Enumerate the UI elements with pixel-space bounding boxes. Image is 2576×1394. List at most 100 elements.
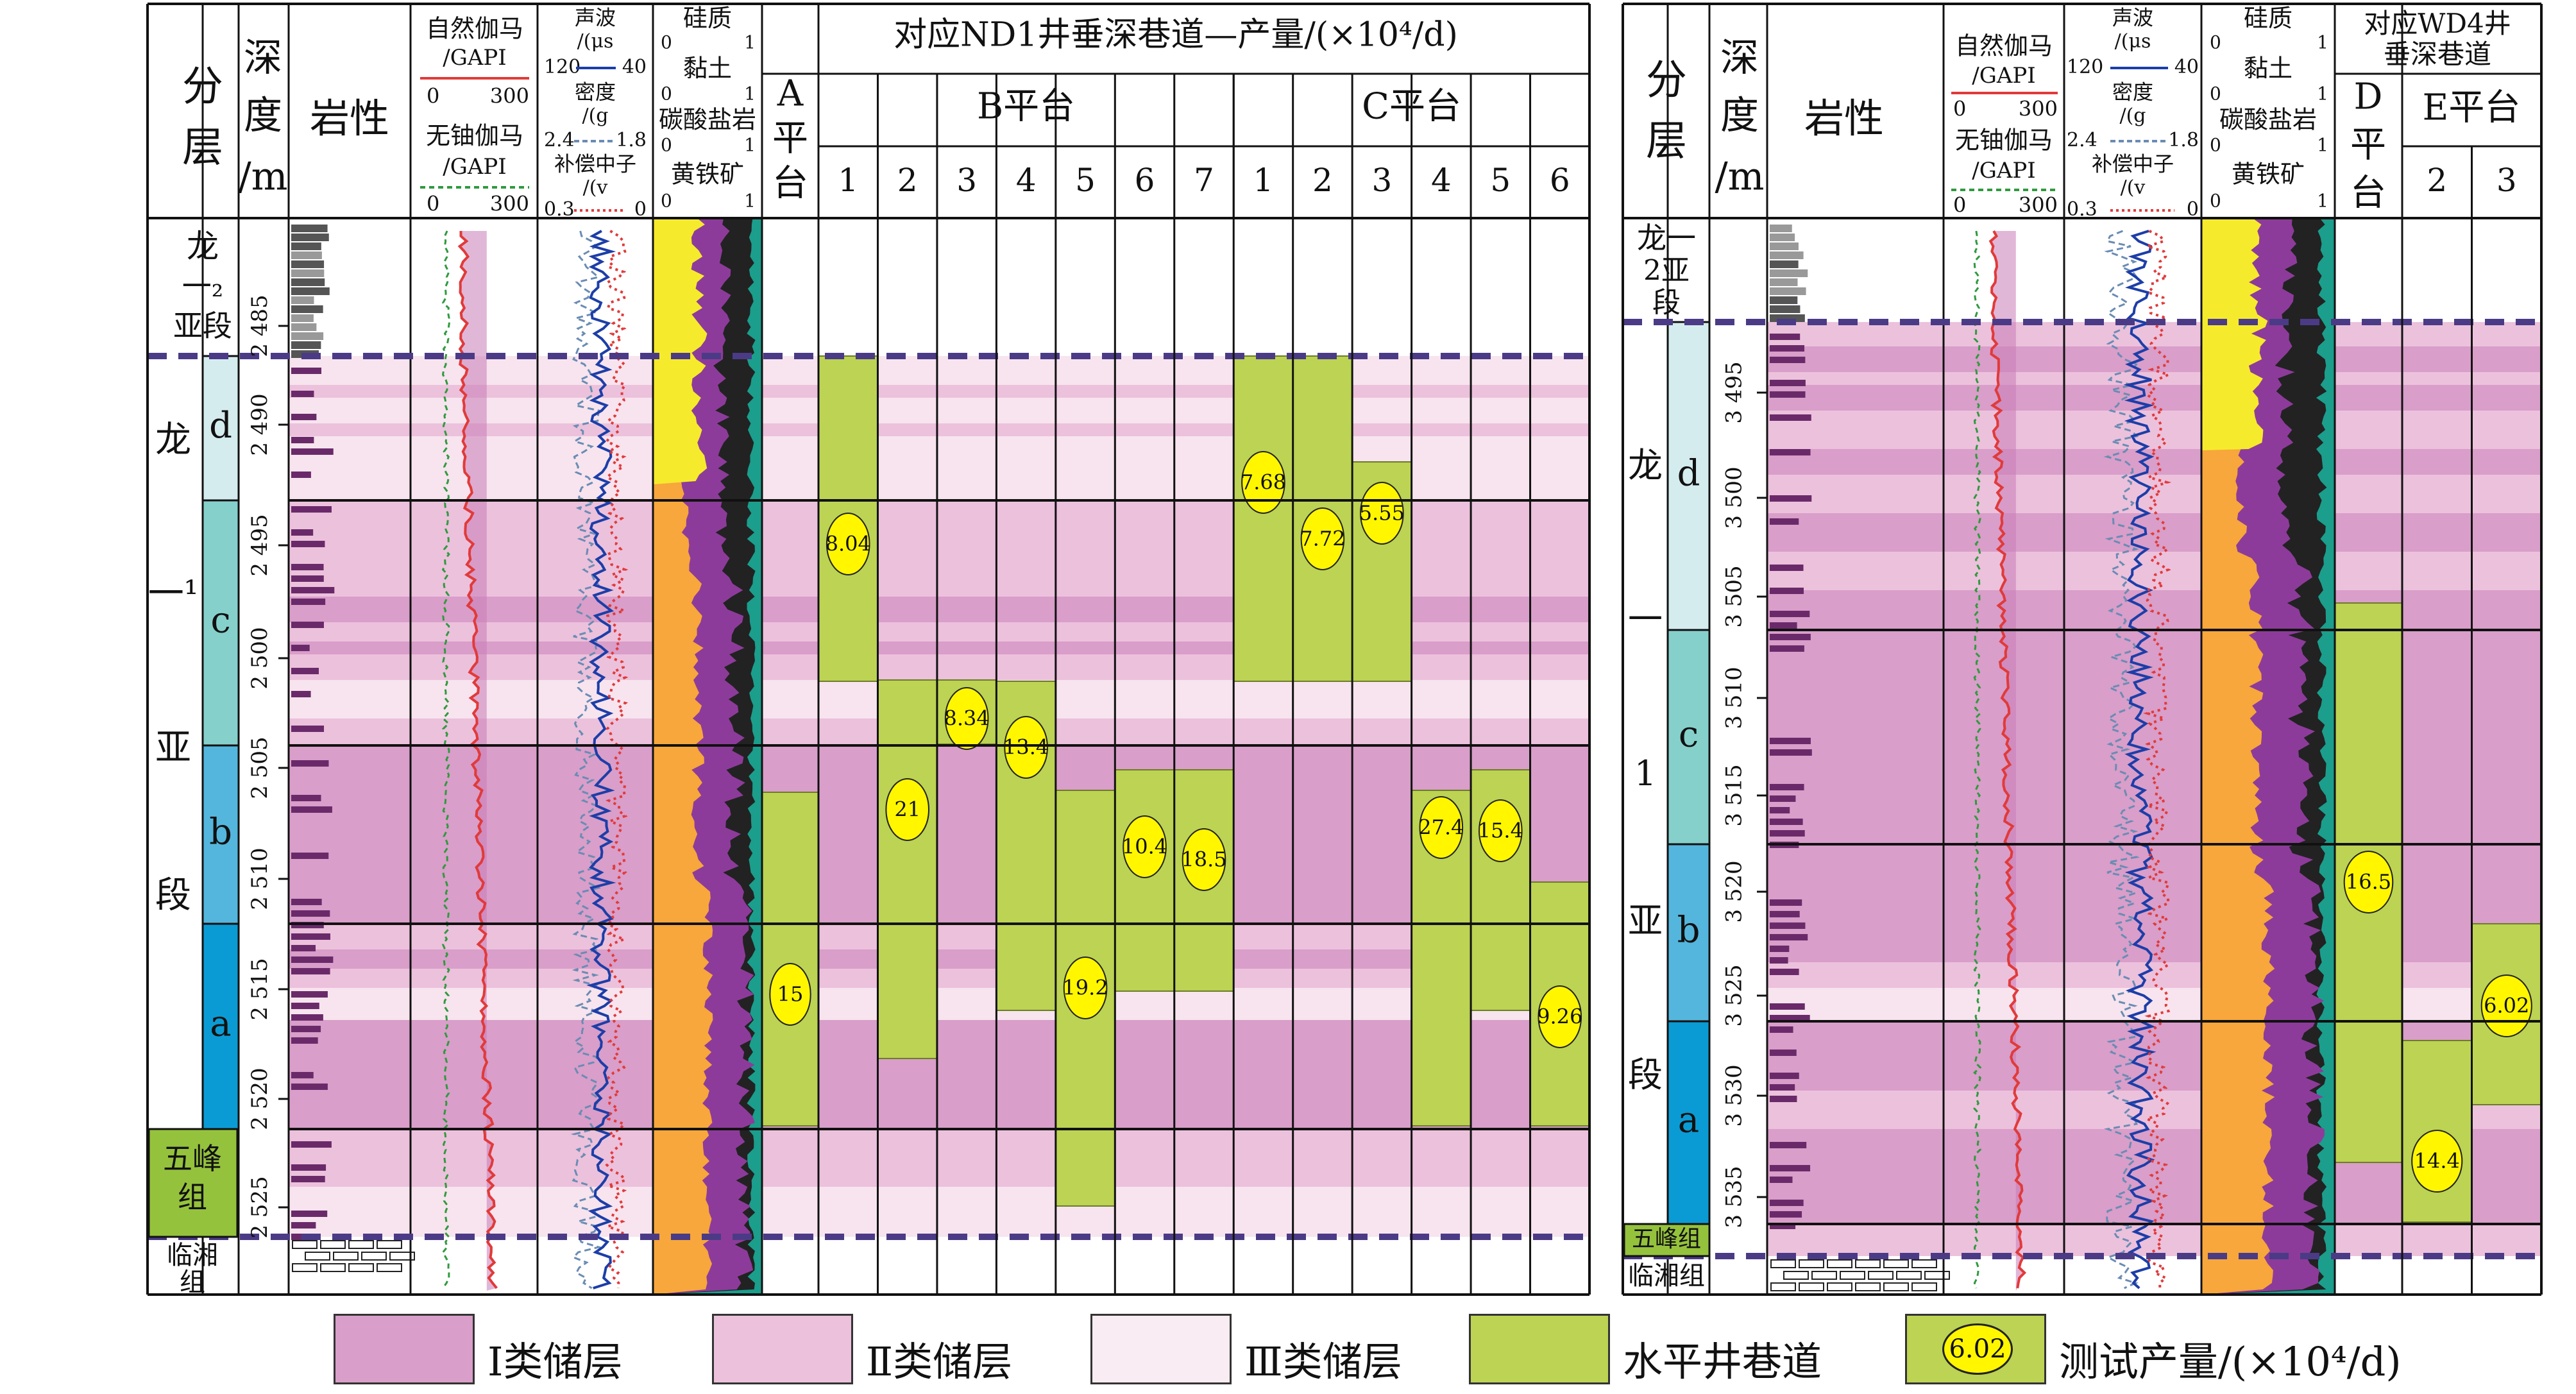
lith-streak — [1770, 1142, 1807, 1148]
hdr-platB: B平台 — [977, 86, 1075, 128]
production-ellipse — [1300, 507, 1345, 570]
lith-brick — [1855, 1259, 1881, 1268]
mineral-silica — [2201, 218, 2275, 1295]
lith-block — [291, 341, 321, 349]
lith-block — [291, 323, 317, 331]
lith-streak — [1770, 969, 1799, 975]
lith-brick — [1911, 1282, 1937, 1291]
hdr-ac-min: 120 — [2067, 56, 2103, 78]
reservoir-band — [289, 356, 1589, 385]
lith-streak — [1770, 899, 1802, 906]
lith-streak — [1770, 795, 1796, 802]
hdr-den-min: 2.4 — [2067, 129, 2097, 151]
reservoir-band — [289, 1129, 1589, 1187]
hdr-platA-2: 平 — [772, 118, 808, 160]
lith-streak — [291, 945, 316, 951]
hdr-min-0b: 0 — [2210, 83, 2221, 105]
hdr-ac-unit: /(μs — [577, 30, 614, 53]
hdr-gr-max: 300 — [2019, 97, 2058, 121]
hdr-platE: E平台 — [2423, 87, 2521, 129]
lith-block — [291, 260, 325, 268]
hdr-min-0b: 0 — [661, 83, 672, 105]
zone-label: d — [209, 405, 232, 446]
hdr-ac-max: 40 — [2174, 56, 2199, 78]
hdr-kth-min: 0 — [1953, 193, 1966, 217]
lith-streak — [1770, 830, 1805, 837]
hdr-gr-unit: /GAPI — [1972, 63, 2035, 89]
horizontal-well-tunnel — [1114, 769, 1175, 992]
hdr-gr-title: 自然伽马 — [426, 15, 523, 43]
hdr-b-well: 3 — [956, 162, 977, 199]
lith-streak — [1770, 1223, 1796, 1229]
hdr-min-pyrite: 黄铁矿 — [2232, 160, 2305, 189]
production-value: 15.4 — [1478, 819, 1523, 843]
hdr-gr-unit: /GAPI — [443, 45, 506, 71]
lith-streak — [1770, 1084, 1795, 1091]
hdr-min-1d: 1 — [2317, 191, 2328, 212]
zone-top-3: 段 — [1652, 287, 1681, 319]
hdr-den-unit: /(g — [582, 105, 608, 127]
hdr-e-well: 3 — [2496, 162, 2517, 199]
zone-label: a — [1678, 1100, 1699, 1141]
zone-wufeng-text: 五峰组 — [1632, 1226, 1701, 1252]
lith-streak — [291, 368, 322, 374]
production-value: 8.04 — [826, 532, 871, 556]
legend-label-tunnel: 水平井巷道 — [1623, 1338, 1822, 1385]
legend-swatch-class3 — [1090, 1314, 1232, 1384]
hdr-platC: C平台 — [1362, 86, 1461, 128]
lith-streak — [1770, 922, 1806, 929]
lith-brick — [361, 1252, 387, 1261]
ac-curve — [586, 230, 616, 1289]
production-ellipse — [885, 778, 929, 841]
lith-streak — [1770, 1200, 1804, 1206]
lith-streak — [291, 599, 326, 605]
lith-streak — [291, 1211, 328, 1217]
lith-streak — [291, 587, 335, 593]
lith-brick — [320, 1240, 346, 1249]
production-value: 15 — [777, 982, 804, 1007]
lith-streak — [291, 726, 325, 732]
lith-streak — [291, 853, 329, 859]
lith-brick — [292, 1240, 318, 1249]
lith-brick — [348, 1263, 374, 1272]
production-value: 21 — [894, 797, 920, 822]
depth-label: 2 495 — [247, 514, 273, 576]
lith-block — [1770, 251, 1804, 259]
lith-block — [291, 332, 324, 340]
zone-label: a — [210, 1003, 231, 1045]
lith-streak — [1770, 634, 1811, 640]
hdr-c-well: 3 — [1371, 162, 1392, 199]
lith-brick — [1811, 1271, 1837, 1280]
lith-block — [291, 242, 321, 250]
reservoir-band — [289, 988, 1589, 1020]
lith-brick — [292, 1263, 318, 1272]
hdr-min-1a: 1 — [744, 32, 756, 53]
lith-streak — [291, 968, 330, 974]
lith-streak — [1770, 946, 1790, 952]
lith-streak — [1770, 565, 1804, 571]
production-ellipse — [2411, 1130, 2463, 1193]
lith-block — [1770, 242, 1799, 250]
production-value: 6.02 — [2484, 994, 2529, 1018]
lith-streak — [1770, 449, 1811, 455]
ac-curve — [2123, 230, 2157, 1289]
hdr-kth-title: 无铀伽马 — [426, 122, 523, 150]
depth-label: 2 525 — [247, 1176, 273, 1238]
hdr-c-well: 4 — [1431, 162, 1452, 199]
lith-brick — [1827, 1259, 1852, 1268]
lith-block — [291, 225, 328, 232]
zone-wufeng-2: 组 — [178, 1180, 207, 1214]
lith-streak — [291, 1037, 318, 1044]
hdr-b-well: 6 — [1135, 162, 1155, 199]
lith-brick — [1855, 1282, 1881, 1291]
lith-block — [291, 305, 323, 313]
zone-label: d — [1677, 453, 1700, 495]
reservoir-band — [289, 1187, 1589, 1237]
lith-brick — [389, 1252, 415, 1261]
hdr-cnl-title: 补偿中子 — [2092, 152, 2174, 176]
lith-brick — [377, 1263, 402, 1272]
hdr-den-max: 1.8 — [616, 129, 647, 151]
legend-label-class1: Ⅰ类储层 — [487, 1338, 623, 1385]
lith-streak — [1770, 957, 1788, 964]
hdr-min-0d: 0 — [661, 191, 672, 212]
